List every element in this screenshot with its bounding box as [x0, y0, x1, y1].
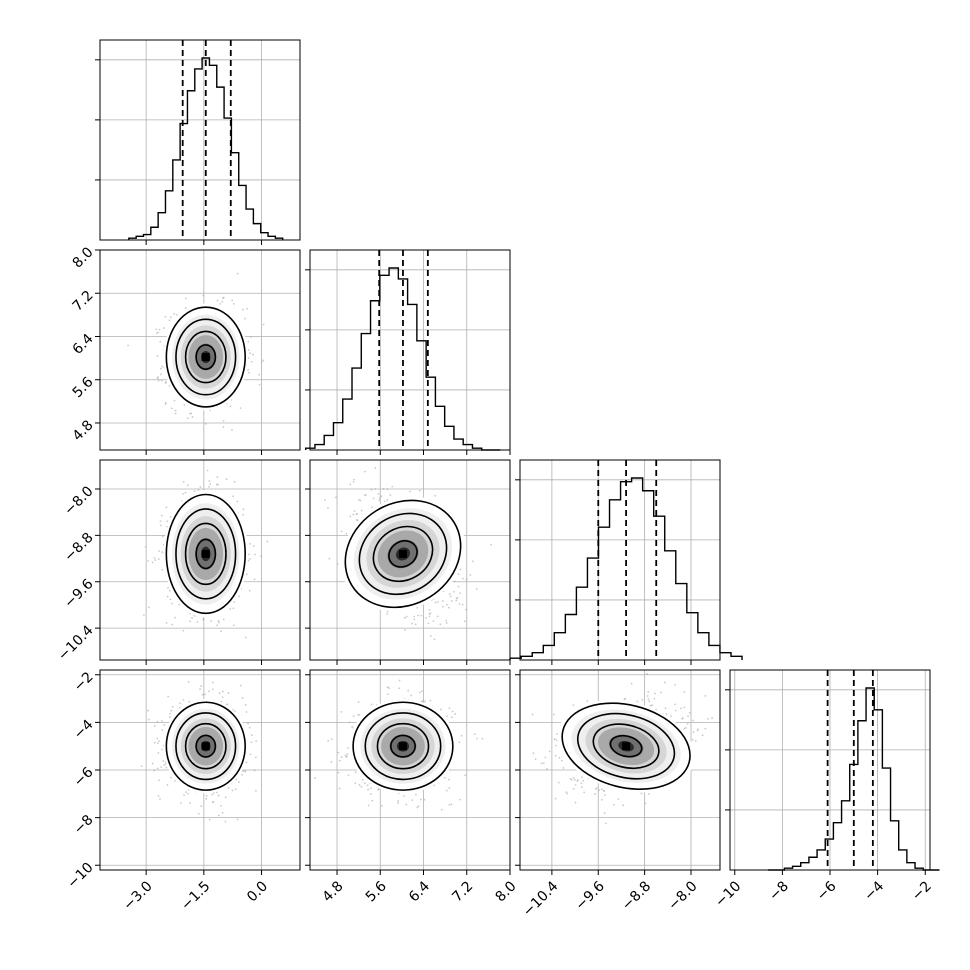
- contour-line-3: [609, 734, 643, 758]
- y-tick-label: −8: [71, 812, 97, 838]
- y-tick-label: 5.6: [70, 374, 97, 401]
- scatter-panel-1-3: 4.8 5.6 6.4 7.2 8.0: [305, 669, 520, 905]
- x-tick-label: −8.0: [665, 878, 700, 913]
- scatter-panel-0-3: −3.0 −1.5 0.0 −10 −8 −6 −4 −2: [64, 669, 301, 914]
- contour-line-3: [390, 734, 416, 758]
- density-peak: [622, 742, 631, 751]
- contour-line-0: [165, 701, 246, 791]
- y-tick-label: −10.4: [55, 622, 97, 664]
- y-tick-label: 4.8: [70, 417, 97, 444]
- density-peak: [201, 353, 210, 362]
- x-tick-label: 4.8: [320, 878, 347, 905]
- x-tick-label: 5.6: [363, 878, 390, 905]
- contour-line-0: [561, 702, 691, 790]
- x-tick-label: 0.0: [244, 878, 271, 905]
- y-tick-label: 8.0: [70, 244, 97, 271]
- histogram-panel-0: [95, 39, 301, 245]
- x-tick-label: −4: [861, 878, 887, 904]
- contour-line-2: [376, 722, 430, 770]
- contour-line-0: [352, 701, 454, 791]
- contour-line-3: [195, 734, 217, 758]
- histogram-frame-1: [309, 249, 511, 451]
- x-tick-label: −8.8: [619, 878, 654, 913]
- y-tick-label: 7.2: [70, 288, 97, 315]
- contour-line-2: [184, 522, 227, 586]
- histogram-frame-0: [99, 39, 301, 241]
- contour-line-3: [195, 344, 217, 370]
- x-tick-label: −10.4: [520, 878, 562, 920]
- y-tick-label: −8.0: [61, 483, 96, 518]
- density-peak: [201, 549, 210, 558]
- x-tick-label: −6: [814, 878, 840, 904]
- x-tick-label: −8: [766, 878, 792, 904]
- contour-line-2: [592, 723, 660, 770]
- x-tick-label: −10: [712, 878, 744, 910]
- histogram-step-1: [304, 267, 501, 451]
- x-tick-label: −9.6: [573, 878, 608, 913]
- histogram-panel-3: −10 −8 −6 −4 −2: [712, 669, 940, 911]
- scatter-frame-0-2: [99, 459, 301, 661]
- scatter-frame-1-2: [309, 459, 511, 661]
- x-tick-label: −3.0: [120, 878, 155, 913]
- y-tick-label: −4: [71, 717, 97, 743]
- contour-line-1: [175, 508, 237, 600]
- y-tick-label: −9.6: [61, 576, 96, 611]
- histogram-panel-1: [304, 249, 511, 455]
- y-tick-label: 6.4: [70, 331, 97, 358]
- scatter-panel-0-2: −10.4 −9.6 −8.8 −8.0: [55, 459, 301, 665]
- y-tick-label: −10: [64, 860, 96, 892]
- contour-line-1: [364, 712, 442, 781]
- y-tick-label: −2: [71, 669, 97, 695]
- x-tick-label: −1.5: [178, 878, 213, 913]
- x-tick-label: 6.4: [406, 878, 433, 905]
- y-tick-label: −6: [71, 764, 97, 790]
- density-peak: [398, 549, 407, 558]
- y-tick-label: −8.8: [61, 530, 96, 565]
- scatter-panel-0-1: 4.8 5.6 6.4 7.2 8.0: [70, 244, 301, 455]
- contour-line-1: [576, 712, 676, 780]
- histogram-panel-2: [509, 459, 743, 665]
- scatter-panel-2-3: −10.4 −9.6 −8.8 −8.0: [515, 669, 721, 920]
- contour-line-2: [184, 722, 227, 770]
- contour-line-0: [165, 306, 246, 408]
- contour-line-2: [184, 330, 227, 384]
- contour-line-0: [344, 499, 462, 609]
- scatter-frame-0-1: [99, 249, 301, 451]
- density-peak: [398, 742, 407, 751]
- histogram-step-0: [128, 57, 284, 240]
- density-peak: [201, 742, 210, 751]
- contour-line-2: [372, 525, 434, 583]
- contour-line-3: [195, 538, 217, 570]
- contour-line-0: [165, 493, 246, 615]
- x-tick-label: −2: [909, 878, 935, 904]
- x-tick-label: 7.2: [449, 878, 476, 905]
- scatter-panel-1-2: [305, 459, 511, 665]
- contour-line-3: [388, 540, 418, 568]
- histogram-frame-2: [519, 459, 721, 661]
- x-tick-label: 8.0: [493, 878, 520, 905]
- contour-line-1: [175, 318, 237, 396]
- contour-line-1: [175, 712, 237, 781]
- contour-line-1: [358, 512, 448, 596]
